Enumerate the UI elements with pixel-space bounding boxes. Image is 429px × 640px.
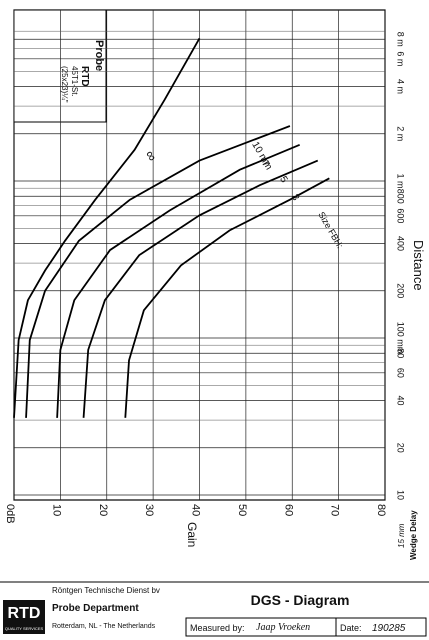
x-tick-group: 40 xyxy=(190,504,202,516)
probe-box xyxy=(13,9,107,123)
curve xyxy=(13,37,201,418)
y-tick-group: 80 xyxy=(396,348,406,358)
y-tick-label: 40 xyxy=(396,395,406,405)
y-tick-label: 2 m xyxy=(396,126,406,141)
x-tick-label: 40 xyxy=(190,504,202,516)
curve-label-group: 7 xyxy=(259,159,272,170)
logo-box xyxy=(3,600,45,634)
logo-sub: QUALITY SERVICES xyxy=(5,626,44,631)
x-tick-label: 50 xyxy=(236,504,248,516)
x-tick-group: 80 xyxy=(375,504,387,516)
y-tick-label: 60 xyxy=(396,368,406,378)
x-tick-group: 70 xyxy=(329,504,341,516)
y-tick-group: 60 xyxy=(396,368,406,378)
department: Probe Department xyxy=(52,603,139,614)
address: Rotterdam, NL - The Netherlands xyxy=(52,623,156,630)
curve-label: 5 xyxy=(277,175,290,186)
y-axis-label: Distance xyxy=(411,240,426,291)
y-tick-group: 4 m xyxy=(396,79,406,94)
diagram-title: DGS - Diagram xyxy=(251,592,350,608)
probe-name: RTD xyxy=(79,66,90,87)
x-tick-group: 50 xyxy=(236,504,248,516)
x-tick-group: 20 xyxy=(97,504,109,516)
probe-model: 45T1-St. xyxy=(70,66,79,97)
y-tick-label: 10 xyxy=(396,490,406,500)
date-label: Date: xyxy=(340,623,362,633)
measured-label: Measured by: xyxy=(190,623,245,633)
curve-label: ∞ xyxy=(142,147,161,164)
y-tick-group: 200 xyxy=(396,283,406,298)
y-tick-label: 600 xyxy=(396,208,406,223)
curve xyxy=(82,159,319,418)
date: 190285 xyxy=(372,623,406,634)
y-tick-label: 20 xyxy=(396,443,406,453)
x-tick-label: 0dB xyxy=(4,504,16,524)
company: Röntgen Technische Dienst bv xyxy=(52,586,160,595)
y-tick-group: 800 xyxy=(396,189,406,204)
x-tick-label: 70 xyxy=(329,504,341,516)
y-tick-label: 4 m xyxy=(396,79,406,94)
curve xyxy=(124,177,330,418)
y-tick-group: 2 m xyxy=(396,126,406,141)
y-tick-label: 6 m xyxy=(396,51,406,66)
y-tick-group: 400 xyxy=(396,236,406,251)
y-tick-label: 8 m xyxy=(396,32,406,47)
y-tick-group: 6 m xyxy=(396,51,406,66)
wedge-value: 15 mm xyxy=(397,523,406,548)
x-tick-group: 60 xyxy=(282,504,294,516)
y-tick-group: 20 xyxy=(396,443,406,453)
curve-label-group: ∞ xyxy=(142,147,161,164)
curve-label-group: 5 xyxy=(277,175,290,186)
wedge-label: Wedge Delay xyxy=(409,510,418,560)
x-tick-group: 0dB xyxy=(4,504,16,524)
x-tick-group: 30 xyxy=(143,504,155,516)
y-tick-label: 100 mm xyxy=(396,322,406,355)
curve xyxy=(56,143,301,418)
measured-by: Jaap Vroeken xyxy=(256,622,310,633)
x-tick-label: 30 xyxy=(143,504,155,516)
x-tick-label: 80 xyxy=(375,504,387,516)
x-tick-group: 10 xyxy=(50,504,62,516)
y-tick-group: 8 m xyxy=(396,32,406,47)
date-box xyxy=(335,617,427,637)
y-tick-group: 600 xyxy=(396,208,406,223)
x-axis-label: Gain xyxy=(185,522,199,547)
y-tick-group: 1 m xyxy=(396,173,406,188)
curve xyxy=(25,125,291,418)
y-tick-label: 200 xyxy=(396,283,406,298)
probe-title: Probe xyxy=(93,40,105,71)
x-tick-label: 10 xyxy=(50,504,62,516)
probe-size: (25x23)¼" xyxy=(60,66,69,103)
curve-label-group: 3 xyxy=(289,192,302,203)
y-tick-group: 40 xyxy=(396,395,406,405)
y-tick-group: 10 xyxy=(396,490,406,500)
y-tick-label: 1 m xyxy=(396,173,406,188)
curve-label: 7 xyxy=(259,159,272,170)
x-tick-label: 60 xyxy=(282,504,294,516)
logo: RTD xyxy=(8,605,41,622)
y-tick-group: 100 mm xyxy=(396,322,406,355)
y-tick-label: 80 xyxy=(396,348,406,358)
x-tick-label: 20 xyxy=(97,504,109,516)
y-tick-label: 800 xyxy=(396,189,406,204)
y-tick-label: 400 xyxy=(396,236,406,251)
curve-label: 3 xyxy=(289,192,302,203)
